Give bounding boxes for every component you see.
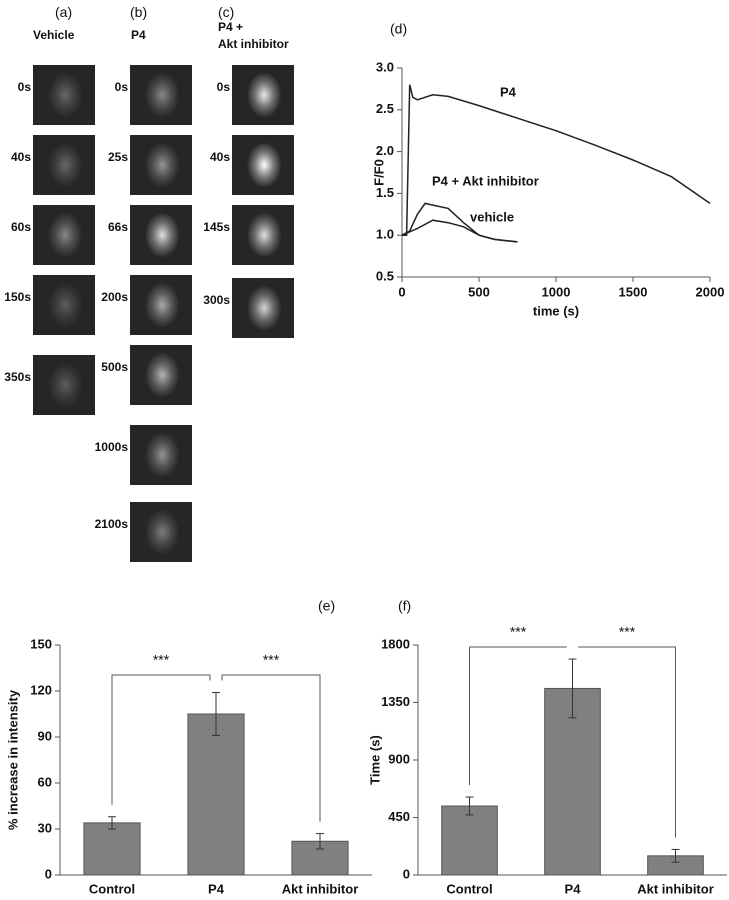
y-tick-label: 0.5 xyxy=(376,268,394,283)
time-label: 300s xyxy=(203,293,230,307)
micrograph xyxy=(232,65,294,125)
bar xyxy=(187,713,245,876)
line-series xyxy=(402,84,711,236)
x-tick-label: Control xyxy=(89,881,135,896)
x-tick-label: 1000 xyxy=(542,284,571,299)
y-tick-label: 1350 xyxy=(381,694,410,709)
x-tick-label: P4 xyxy=(565,881,582,896)
micrograph xyxy=(130,425,192,485)
panel-label: (f) xyxy=(398,598,411,614)
x-tick-label: 2000 xyxy=(696,284,725,299)
series-label: P4 + Akt inhibitor xyxy=(432,173,539,188)
micrograph xyxy=(130,345,192,405)
bar xyxy=(441,805,498,876)
x-tick-label: P4 xyxy=(208,881,225,896)
x-tick-label: 500 xyxy=(468,284,490,299)
micrograph xyxy=(33,355,95,415)
significance-bracket xyxy=(221,674,321,822)
y-tick-label: 30 xyxy=(38,820,52,835)
series-label: vehicle xyxy=(470,209,514,224)
y-tick-label: 1.5 xyxy=(376,185,394,200)
y-tick-label: 0 xyxy=(403,866,410,881)
panel-title: Akt inhibitor xyxy=(218,37,289,51)
y-tick-label: 2.0 xyxy=(376,143,394,158)
y-tick-label: 120 xyxy=(30,682,52,697)
micrograph xyxy=(33,205,95,265)
y-axis-label: % increase in intensity xyxy=(5,689,20,830)
x-tick-label: Akt inhibitor xyxy=(282,881,359,896)
time-label: 40s xyxy=(10,150,31,164)
time-label: 500s xyxy=(101,360,128,374)
y-tick-label: 900 xyxy=(388,751,410,766)
x-tick-label: Akt inhibitor xyxy=(637,881,714,896)
time-label: 25s xyxy=(107,150,128,164)
micrograph xyxy=(130,65,192,125)
time-label: 66s xyxy=(107,220,128,234)
y-axis-label: Time (s) xyxy=(367,735,382,785)
micrograph xyxy=(33,135,95,195)
micrograph xyxy=(232,278,294,338)
micrograph xyxy=(130,275,192,335)
micrograph xyxy=(130,502,192,562)
significance-label: *** xyxy=(510,624,527,640)
time-label: 1000s xyxy=(94,440,128,454)
time-label: 40s xyxy=(209,150,230,164)
significance-bracket xyxy=(469,646,567,786)
significance-bracket xyxy=(578,646,676,838)
micrograph xyxy=(33,275,95,335)
micrograph xyxy=(130,205,192,265)
y-tick-label: 60 xyxy=(38,774,52,789)
time-label: 0s xyxy=(216,80,230,94)
x-tick-label: Control xyxy=(446,881,492,896)
y-tick-label: 450 xyxy=(388,809,410,824)
bar xyxy=(83,822,141,876)
time-label: 0s xyxy=(114,80,128,94)
time-label: 60s xyxy=(10,220,31,234)
micrograph xyxy=(33,65,95,125)
significance-label: *** xyxy=(153,652,170,668)
y-tick-label: 2.5 xyxy=(376,101,394,116)
time-label: 145s xyxy=(203,220,230,234)
significance-bracket xyxy=(111,674,211,805)
panel-title: P4 xyxy=(131,28,146,42)
time-label: 0s xyxy=(17,80,31,94)
y-axis-label: F/F0 xyxy=(371,159,386,186)
y-tick-label: 0 xyxy=(45,866,52,881)
y-tick-label: 3.0 xyxy=(376,59,394,74)
panel-label: (c) xyxy=(218,4,235,20)
time-label: 200s xyxy=(101,290,128,304)
x-tick-label: 1500 xyxy=(619,284,648,299)
y-tick-label: 150 xyxy=(30,636,52,651)
y-tick-label: 1800 xyxy=(381,636,410,651)
panel-title: Vehicle xyxy=(33,28,75,42)
y-tick-label: 1.0 xyxy=(376,227,394,242)
y-tick-label: 90 xyxy=(38,728,52,743)
line-series xyxy=(401,219,518,243)
micrograph xyxy=(130,135,192,195)
panel-label: (a) xyxy=(55,4,73,20)
time-label: 350s xyxy=(4,370,31,384)
time-label: 150s xyxy=(4,290,31,304)
panel-label: (e) xyxy=(318,598,335,614)
time-label: 2100s xyxy=(94,517,128,531)
bar xyxy=(544,687,601,876)
x-axis-label: time (s) xyxy=(533,303,579,318)
panel-title: P4 + xyxy=(218,20,244,34)
micrograph xyxy=(232,135,294,195)
significance-label: *** xyxy=(619,624,636,640)
x-tick-label: 0 xyxy=(398,284,405,299)
panel-label: (d) xyxy=(390,21,407,37)
significance-label: *** xyxy=(263,652,280,668)
panel-label: (b) xyxy=(130,4,148,20)
micrograph xyxy=(232,205,294,265)
series-label: P4 xyxy=(500,84,517,99)
